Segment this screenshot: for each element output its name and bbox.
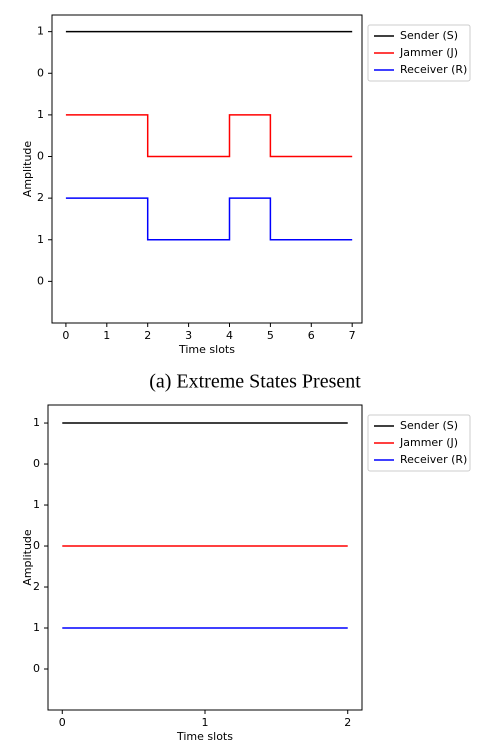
- x-tick-label: 7: [349, 329, 356, 342]
- series-line: [65, 114, 353, 158]
- x-tick-label: 5: [267, 329, 274, 342]
- y-tick-label: 1: [33, 416, 40, 429]
- y-tick-label: 0: [33, 457, 40, 470]
- legend-label: Receiver (R): [400, 453, 467, 466]
- y-tick-label: 1: [37, 108, 44, 121]
- y-tick-label: 1: [37, 25, 44, 38]
- x-tick-label: 1: [202, 716, 209, 729]
- y-tick-label: 2: [33, 580, 40, 593]
- y-axis-label: Amplitude: [21, 529, 34, 586]
- y-tick-label: 0: [37, 274, 44, 287]
- y-tick-label: 0: [37, 150, 44, 163]
- plot-frame: [51, 14, 363, 324]
- y-axis-label: Amplitude: [21, 141, 34, 198]
- legend-label: Jammer (J): [399, 436, 458, 449]
- x-axis-label: Time slots: [176, 730, 233, 743]
- caption: (a) Extreme States Present: [149, 371, 361, 393]
- plot-frame: [47, 404, 363, 711]
- y-tick-label: 2: [37, 191, 44, 204]
- x-tick-label: 2: [344, 716, 351, 729]
- legend-label: Jammer (J): [399, 46, 458, 59]
- y-tick-label: 0: [33, 662, 40, 675]
- x-tick-label: 3: [185, 329, 192, 342]
- x-tick-label: 6: [308, 329, 315, 342]
- x-axis-label: Time slots: [178, 343, 235, 356]
- legend-label: Receiver (R): [400, 63, 467, 76]
- series-line: [65, 197, 353, 241]
- x-tick-label: 0: [62, 329, 69, 342]
- legend-box: [367, 414, 471, 472]
- x-tick-label: 2: [144, 329, 151, 342]
- y-tick-label: 1: [33, 498, 40, 511]
- legend-label: Sender (S): [400, 419, 458, 432]
- legend-label: Sender (S): [400, 29, 458, 42]
- x-tick-label: 0: [59, 716, 66, 729]
- x-tick-label: 1: [103, 329, 110, 342]
- y-tick-label: 0: [33, 539, 40, 552]
- y-tick-label: 1: [33, 621, 40, 634]
- y-tick-label: 1: [37, 233, 44, 246]
- y-tick-label: 0: [37, 66, 44, 79]
- legend-box: [367, 24, 471, 82]
- x-tick-label: 4: [226, 329, 233, 342]
